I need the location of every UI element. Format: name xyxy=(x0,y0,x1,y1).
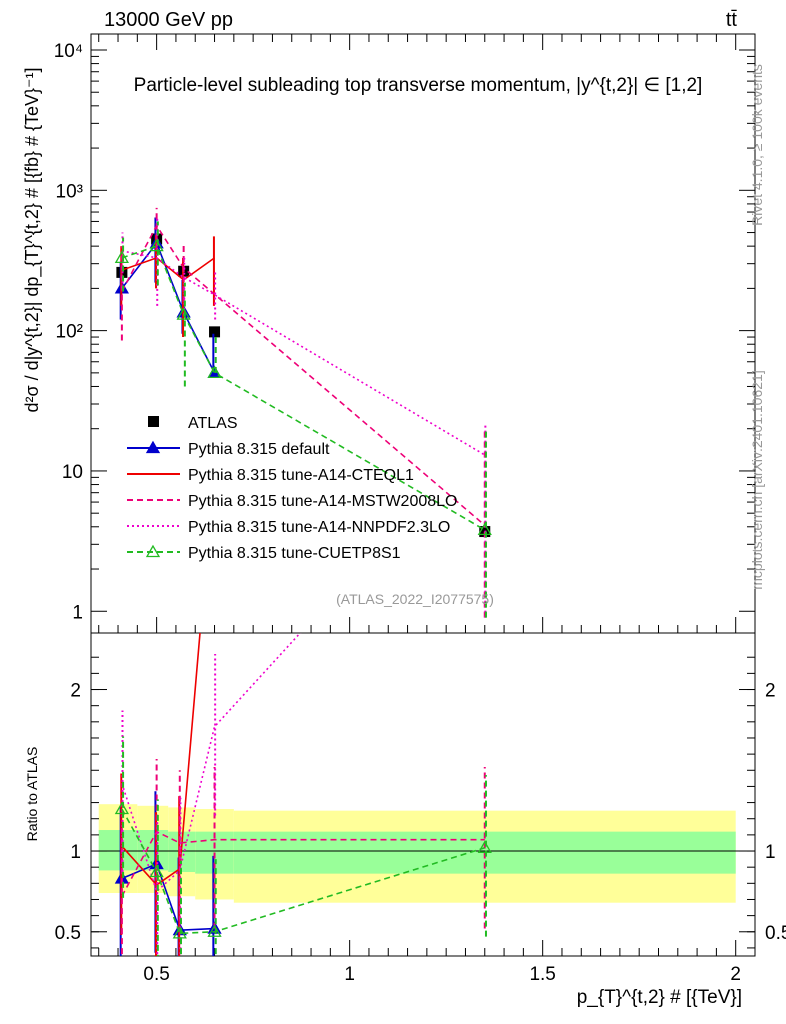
ratio-plot-frame xyxy=(90,632,756,957)
x-tick-label: 2 xyxy=(730,964,741,985)
series-2 xyxy=(120,235,215,338)
main-plot-frame xyxy=(90,33,756,634)
side-label-rivet: Rivet 4.1.0, ≥ 100k events xyxy=(749,64,765,226)
ratio-y-tick-label: 2 xyxy=(765,681,776,702)
series-0 xyxy=(116,233,491,538)
series-4 xyxy=(121,216,487,618)
ratio-marker xyxy=(149,864,164,878)
ratio-axes: 0.5 1 1.5 2 0.5 0.5 1 1 2 2 xyxy=(55,656,786,985)
side-label-mcplots: mcplots.cern.ch [arXiv:2401.10621] xyxy=(749,370,765,589)
ratio-series-line xyxy=(121,633,302,893)
legend-marker xyxy=(148,416,159,427)
series-line xyxy=(121,245,486,531)
ratio-series-layer xyxy=(114,633,492,956)
ratio-y-tick-label: 2 xyxy=(70,681,81,702)
y-tick-label: 10 xyxy=(62,462,83,483)
series-line xyxy=(121,224,486,526)
series-marker xyxy=(477,522,492,536)
chart-title: Particle-level subleading top transverse… xyxy=(134,75,703,96)
main-series-layer xyxy=(114,207,492,618)
series-5 xyxy=(114,221,492,618)
y-tick-label: 10⁴ xyxy=(54,41,83,62)
series-marker xyxy=(149,238,164,252)
series-marker xyxy=(114,250,130,264)
series-marker xyxy=(176,307,191,320)
ratio-marker xyxy=(477,840,492,853)
main-y-axis-title: d²σ / d|y^{t,2}| dp_{T}^{t,2} # [{fb} # … xyxy=(22,67,43,412)
ratio-marker xyxy=(114,801,130,815)
ratio-series-4 xyxy=(114,736,492,956)
ratio-y-tick-label: 0.5 xyxy=(55,923,81,944)
legend-label: Pythia 8.315 tune-A14-CTEQL1 xyxy=(188,467,414,484)
x-axis-title: p_{T}^{t,2} # [{TeV}] xyxy=(577,987,742,1008)
y-tick-label: 10³ xyxy=(56,181,83,202)
x-tick-label: 1 xyxy=(344,964,355,985)
ratio-series-line xyxy=(121,830,485,897)
series-line xyxy=(121,250,486,456)
series-line xyxy=(121,256,215,281)
energy-label: 13000 GeV pp xyxy=(104,9,233,31)
ratio-y-tick-label: 0.5 xyxy=(765,923,786,944)
x-tick-label: 0.5 xyxy=(143,964,169,985)
series-marker xyxy=(207,365,222,379)
legend-label: Pythia 8.315 default xyxy=(188,441,330,458)
ratio-marker xyxy=(207,924,222,937)
legend-label: ATLAS xyxy=(188,415,238,432)
process-label: tt̄ xyxy=(726,9,738,31)
ratio-y-tick-label: 1 xyxy=(70,842,81,863)
ratio-marker xyxy=(172,926,187,939)
legend-marker xyxy=(145,544,161,558)
series-line xyxy=(121,241,216,374)
x-tick-label: 1.5 xyxy=(529,964,555,985)
stat-uncertainty-band xyxy=(98,830,138,871)
legend-label: Pythia 8.315 tune-A14-MSTW2008LO xyxy=(188,493,457,510)
ratio-y-tick-label: 1 xyxy=(765,842,776,863)
ratio-y-axis-title: Ratio to ATLAS xyxy=(24,747,40,842)
y-tick-label: 10² xyxy=(56,322,83,343)
legend: ATLAS Pythia 8.315 default Pythia 8.315 tu… xyxy=(127,415,457,562)
legend-label: Pythia 8.315 tune-CUETP8S1 xyxy=(188,545,401,562)
analysis-tag: (ATLAS_2022_I2077575) xyxy=(336,591,494,607)
atlas-data-point xyxy=(209,326,221,338)
ratio-series-line xyxy=(121,862,215,931)
ratio-uncertainty-bands xyxy=(98,804,736,903)
main-axes: 1 10 10² 10³ 10⁴ xyxy=(54,34,755,633)
y-tick-label: 1 xyxy=(72,602,83,623)
legend-marker xyxy=(145,440,161,454)
legend-label: Pythia 8.315 tune-A14-NNPDF2.3LO xyxy=(188,519,450,536)
